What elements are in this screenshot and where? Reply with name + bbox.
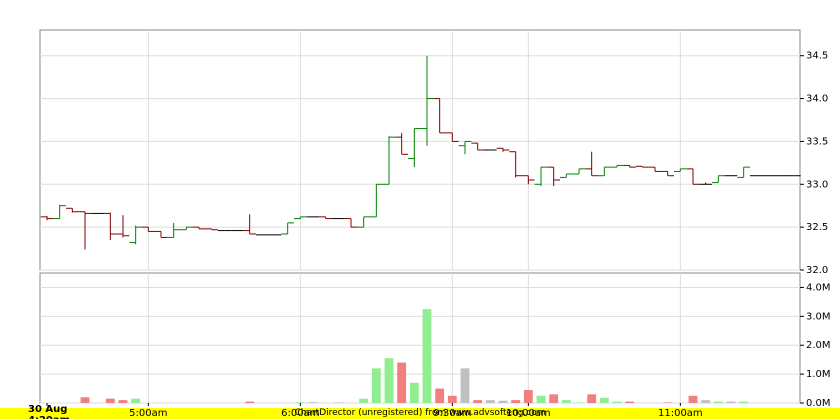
volume-bar <box>498 400 508 403</box>
volume-bar <box>561 400 571 403</box>
volume-bar <box>536 395 546 403</box>
y-tick-label: 33.5 <box>806 136 828 147</box>
volume-bar <box>574 402 584 403</box>
volume-bar <box>384 358 394 403</box>
volume-bar <box>118 400 128 403</box>
volume-bar <box>80 397 90 403</box>
y-tick-label: 32.0 <box>806 265 828 276</box>
volume-bar <box>308 402 318 403</box>
volume-bar <box>435 388 445 403</box>
volume-bar <box>460 368 470 403</box>
volume-bar <box>485 400 495 403</box>
y-tick-label: 2.0M <box>806 340 831 351</box>
y-tick-label: 33.0 <box>806 179 828 190</box>
y-tick-label: 4.0M <box>806 282 831 293</box>
volume-bar <box>663 402 673 403</box>
y-tick-label: 1.0M <box>806 369 831 380</box>
volume-bar <box>739 401 749 403</box>
volume-bar <box>333 402 343 403</box>
volume-bar <box>447 395 457 403</box>
plot-area <box>39 29 801 271</box>
y-tick-label: 0.0M <box>806 398 831 409</box>
volume-bar <box>409 382 419 403</box>
volume-bar <box>295 402 305 403</box>
volume-bar <box>599 397 609 403</box>
volume-bar <box>726 401 736 403</box>
volume-bar <box>625 401 635 403</box>
x-tick-label: 11:00am <box>657 408 703 419</box>
volume-bar <box>105 398 115 403</box>
volume-bar <box>688 395 698 403</box>
volume-bar <box>422 309 432 403</box>
y-tick-label: 32.5 <box>806 222 828 233</box>
footer: ChartDirector (unregistered) from www.ad… <box>0 408 840 419</box>
plot-area <box>39 272 801 404</box>
volume-bar <box>397 362 407 403</box>
x-tick-label: 30 Aug 4:20am <box>28 404 70 419</box>
volume-bar <box>371 368 381 403</box>
volume-bar <box>612 401 622 403</box>
x-tick-label: 10:00am <box>505 408 551 419</box>
volume-bar <box>587 394 597 403</box>
volume-bar <box>131 398 141 403</box>
volume-bar <box>701 400 711 403</box>
x-tick-label: 9:30am <box>433 408 472 419</box>
x-tick-label: 5:00am <box>129 408 168 419</box>
volume-bar <box>245 401 255 403</box>
volume-bar <box>713 401 723 403</box>
y-tick-label: 34.5 <box>806 51 828 62</box>
volume-bar <box>511 400 521 403</box>
volume-bar <box>549 394 559 403</box>
volume-bar <box>473 400 483 403</box>
y-tick-label: 34.0 <box>806 94 828 105</box>
x-tick-label: 6:00am <box>281 408 320 419</box>
volume-bar <box>359 398 369 403</box>
y-tick-label: 3.0M <box>806 311 831 322</box>
volume-bar <box>523 390 533 403</box>
